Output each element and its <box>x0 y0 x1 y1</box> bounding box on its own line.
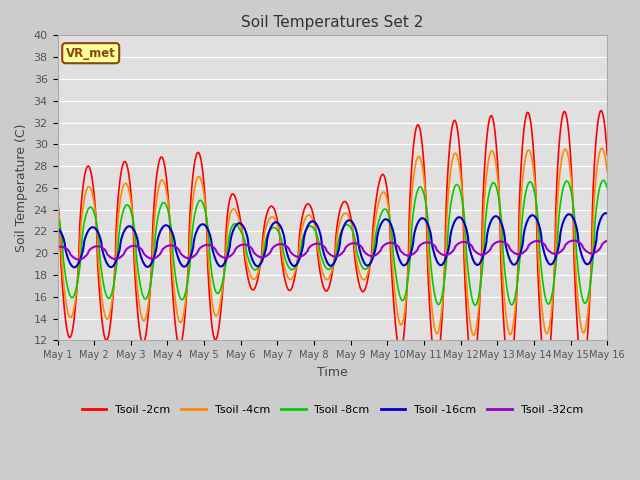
X-axis label: Time: Time <box>317 366 348 379</box>
Y-axis label: Soil Temperature (C): Soil Temperature (C) <box>15 124 28 252</box>
Legend: Tsoil -2cm, Tsoil -4cm, Tsoil -8cm, Tsoil -16cm, Tsoil -32cm: Tsoil -2cm, Tsoil -4cm, Tsoil -8cm, Tsoi… <box>77 401 588 420</box>
Text: VR_met: VR_met <box>66 47 116 60</box>
Title: Soil Temperatures Set 2: Soil Temperatures Set 2 <box>241 15 424 30</box>
